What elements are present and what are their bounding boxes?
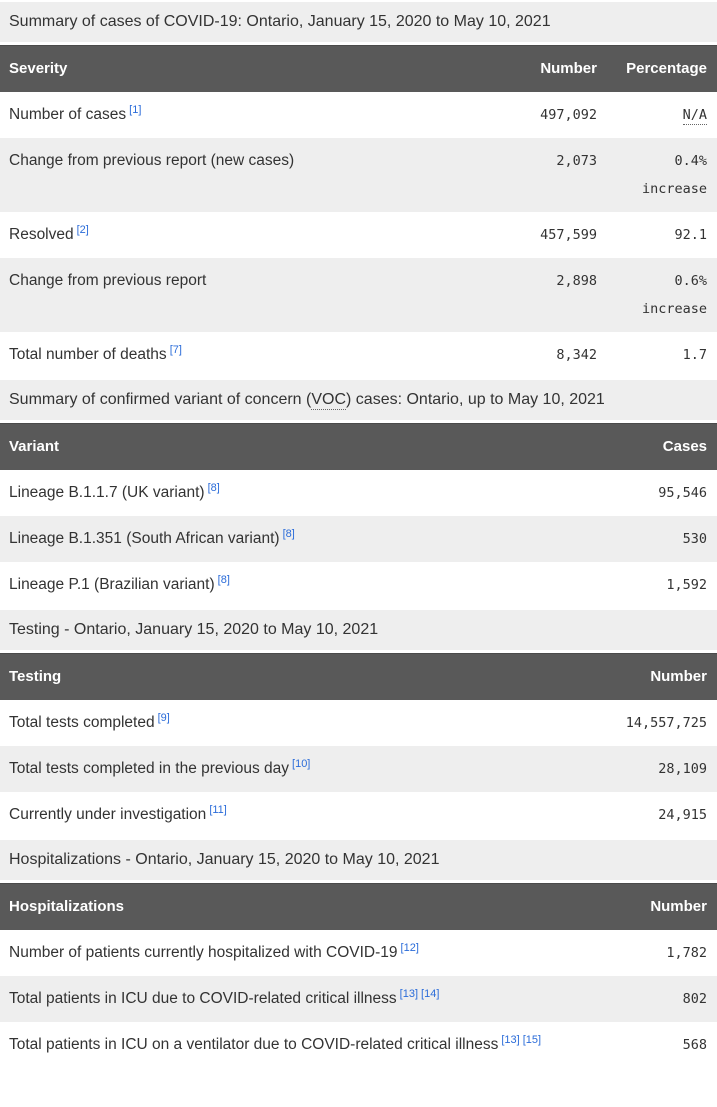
footnote-link[interactable]: [15] <box>522 1033 542 1046</box>
number-value: 2,073 <box>556 153 597 169</box>
footnote-link[interactable]: [8] <box>217 573 230 586</box>
caption-text: ) cases: Ontario, up to May 10, 2021 <box>346 391 605 408</box>
voc-table-caption: Summary of confirmed variant of concern … <box>0 380 717 420</box>
footnote-link[interactable]: [8] <box>282 527 295 540</box>
column-header-number: Number <box>650 898 707 915</box>
footnote-link[interactable]: [13] <box>501 1033 520 1046</box>
footnote-link[interactable]: [11] <box>209 803 227 816</box>
row-label: Currently under investigation [11] <box>9 803 227 823</box>
covid-summary-page: Summary of cases of COVID-19: Ontario, J… <box>0 2 717 1068</box>
table-row: Total patients in ICU on a ventilator du… <box>0 1022 717 1068</box>
number-value: 14,557,725 <box>625 715 707 731</box>
number-value: 95,546 <box>658 485 707 501</box>
table-row: Lineage B.1.351 (South African variant)[… <box>0 516 717 562</box>
footnote-link[interactable]: [12] <box>400 941 419 954</box>
column-header-testing: Testing <box>9 668 62 685</box>
table-row: Total tests completed [9] 14,557,725 <box>0 700 717 746</box>
cases-table-caption: Summary of cases of COVID-19: Ontario, J… <box>0 2 717 42</box>
number-value: 497,092 <box>540 107 597 123</box>
percentage-value: 0.6% increase <box>597 258 717 332</box>
percentage-value: 0.4% increase <box>597 138 717 212</box>
percentage-value: 1.7 <box>682 347 707 363</box>
table-row: Currently under investigation [11] 24,915 <box>0 792 717 838</box>
percentage-value: N/A <box>597 92 717 138</box>
column-header-cases: Cases <box>662 438 707 455</box>
number-value: 457,599 <box>540 227 597 243</box>
column-header-number: Number <box>540 60 597 77</box>
footnote-link[interactable]: [2] <box>76 223 89 236</box>
table-header-row: Testing Number <box>0 653 717 700</box>
voc-table: Variant Cases Lineage B.1.1.7 (UK varian… <box>0 423 717 608</box>
table-row: Lineage P.1 (Brazilian variant) [8] 1,592 <box>0 562 717 608</box>
table-row: Change from previous report (new cases) … <box>0 138 717 212</box>
footnote-link[interactable]: [7] <box>169 343 182 356</box>
row-label: Lineage B.1.1.7 (UK variant) [8] <box>9 481 220 501</box>
percentage-note: increase <box>641 181 707 197</box>
number-value: 28,109 <box>658 761 707 777</box>
number-value: 802 <box>682 991 707 1007</box>
row-label: Total tests completed [9] <box>9 711 170 731</box>
footnote-link[interactable]: [9] <box>157 711 170 724</box>
row-label: Total patients in ICU due to COVID-relat… <box>9 987 440 1007</box>
caption-text: Summary of cases of COVID-19: Ontario, J… <box>9 13 551 30</box>
table-row: Number of patients currently hospitalize… <box>0 930 717 976</box>
footnote-link[interactable]: [14] <box>421 987 440 1000</box>
caption-text: Testing - Ontario, January 15, 2020 to M… <box>9 621 379 638</box>
row-label: Total patients in ICU on a ventilator du… <box>9 1033 542 1053</box>
row-label: Resolved [2] <box>9 223 89 243</box>
percentage-value: 92.1 <box>674 227 707 243</box>
table-row: Resolved [2] 457,599 92.1 <box>0 212 717 258</box>
voc-abbr: VOC <box>311 391 347 410</box>
percentage-note: increase <box>641 301 707 317</box>
table-header-row: Severity Number Percentage <box>0 45 717 92</box>
row-label: Lineage B.1.351 (South African variant)[… <box>9 527 295 547</box>
row-label: Change from previous report <box>9 272 207 289</box>
column-header-variant: Variant <box>9 438 60 455</box>
table-row: Total number of deaths [7] 8,342 1.7 <box>0 332 717 378</box>
row-label: Lineage P.1 (Brazilian variant) [8] <box>9 573 230 593</box>
number-value: 24,915 <box>658 807 707 823</box>
number-value: 568 <box>682 1037 707 1053</box>
column-header-number: Number <box>650 668 707 685</box>
na-abbr: N/A <box>682 107 707 125</box>
footnote-link[interactable]: [8] <box>207 481 220 494</box>
footnote-link[interactable]: [1] <box>129 103 142 116</box>
table-row: Lineage B.1.1.7 (UK variant) [8] 95,546 <box>0 470 717 516</box>
column-header-severity: Severity <box>9 60 68 77</box>
table-header-row: Hospitalizations Number <box>0 883 717 930</box>
testing-table: Testing Number Total tests completed [9] … <box>0 653 717 838</box>
hospitalizations-table: Hospitalizations Number Number of patien… <box>0 883 717 1068</box>
column-header-percentage: Percentage <box>626 60 707 77</box>
column-header-hospitalizations: Hospitalizations <box>9 898 125 915</box>
row-label: Number of patients currently hospitalize… <box>9 941 419 961</box>
number-value: 1,592 <box>666 577 707 593</box>
footnote-link[interactable]: [13] <box>399 987 419 1000</box>
testing-table-caption: Testing - Ontario, January 15, 2020 to M… <box>0 610 717 650</box>
table-row: Total patients in ICU due to COVID-relat… <box>0 976 717 1022</box>
row-label: Total number of deaths [7] <box>9 343 182 363</box>
hospitalizations-table-caption: Hospitalizations - Ontario, January 15, … <box>0 840 717 880</box>
row-label: Total tests completed in the previous da… <box>9 757 311 777</box>
number-value: 1,782 <box>666 945 707 961</box>
number-value: 8,342 <box>556 347 597 363</box>
table-row: Number of cases [1] 497,092 N/A <box>0 92 717 138</box>
number-value: 2,898 <box>556 273 597 289</box>
row-label: Number of cases [1] <box>9 103 142 123</box>
cases-table: Severity Number Percentage Number of cas… <box>0 45 717 378</box>
table-row: Change from previous report 2,898 0.6% in… <box>0 258 717 332</box>
caption-text: Hospitalizations - Ontario, January 15, … <box>9 851 440 868</box>
caption-text: Summary of confirmed variant of concern … <box>9 391 312 408</box>
table-row: Total tests completed in the previous da… <box>0 746 717 792</box>
number-value: 530 <box>682 531 707 547</box>
row-label: Change from previous report (new cases) <box>9 152 295 169</box>
footnote-link[interactable]: [10] <box>292 757 311 770</box>
table-header-row: Variant Cases <box>0 423 717 470</box>
